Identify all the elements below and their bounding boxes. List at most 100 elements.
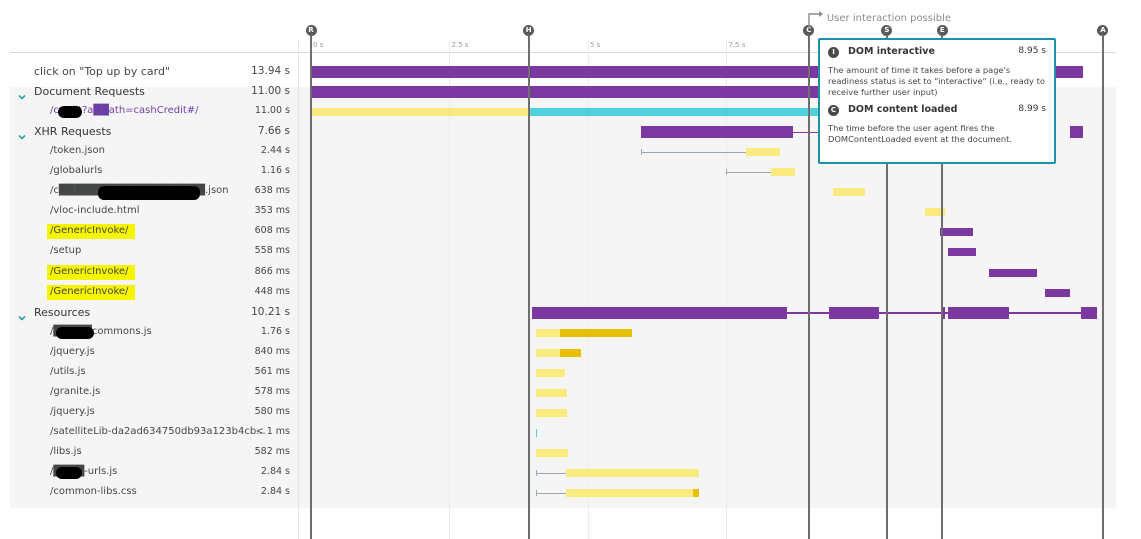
- chevron-down-icon[interactable]: [17, 87, 27, 100]
- group-label[interactable]: Resources: [34, 305, 91, 319]
- duration-value: 11.00 s: [251, 85, 290, 98]
- timing-bar[interactable]: [832, 188, 866, 197]
- timing-bar[interactable]: [988, 268, 1037, 277]
- timing-bar[interactable]: [1080, 306, 1098, 319]
- timing-bar[interactable]: [641, 126, 793, 139]
- milestone-marker-r[interactable]: R: [305, 25, 317, 36]
- request-label[interactable]: /credit?a██ath=cashCredit#/: [50, 105, 199, 117]
- timing-bar[interactable]: [535, 348, 561, 357]
- chevron-down-icon[interactable]: [17, 308, 27, 321]
- timing-bar[interactable]: [829, 306, 879, 319]
- dom-interactive-icon: I: [828, 47, 839, 58]
- duration-value: 10.21 s: [251, 305, 290, 318]
- milestone-marker-c[interactable]: C: [803, 25, 815, 36]
- wait-whisker-cap: [535, 490, 537, 497]
- timing-bar[interactable]: [535, 408, 567, 417]
- timing-bar[interactable]: [925, 208, 945, 217]
- timing-bar[interactable]: [531, 306, 788, 319]
- marker-highlight: [47, 284, 135, 300]
- request-label[interactable]: /globalurls: [50, 165, 103, 177]
- redaction-blot: [58, 106, 82, 119]
- request-label[interactable]: /GenericInvoke/: [50, 285, 129, 297]
- request-label[interactable]: /█████commons.js: [50, 325, 152, 337]
- timing-bar[interactable]: [535, 388, 567, 397]
- milestone-line: [885, 36, 888, 539]
- milestone-marker-h[interactable]: H: [523, 25, 535, 36]
- request-label[interactable]: /vloc-include.html: [50, 205, 140, 217]
- request-label[interactable]: /satelliteLib-da2ad634750db93a123b4cb...: [50, 425, 266, 437]
- timing-bar[interactable]: [311, 108, 529, 117]
- timing-bar[interactable]: [560, 348, 581, 357]
- request-label[interactable]: /GenericInvoke/: [50, 265, 129, 277]
- milestone-line: [527, 36, 530, 539]
- milestone-line: [310, 36, 312, 539]
- user-interaction-label: User interaction possible: [826, 13, 952, 24]
- chevron-down-icon[interactable]: [17, 127, 27, 140]
- timing-bar[interactable]: [535, 368, 565, 377]
- request-label[interactable]: /token.json: [50, 145, 105, 157]
- wait-whisker: [535, 472, 566, 474]
- group-label[interactable]: XHR Requests: [34, 125, 112, 139]
- duration-value: 582 ms: [254, 445, 290, 457]
- timing-bar[interactable]: [565, 469, 699, 477]
- wait-whisker-cap: [726, 169, 728, 176]
- duration-value: 7.66 s: [257, 125, 290, 138]
- timing-bar[interactable]: [947, 248, 976, 257]
- timing-bar[interactable]: [693, 489, 699, 498]
- request-label[interactable]: /GenericInvoke/: [50, 225, 129, 237]
- tooltip-dom-content-loaded-title: DOM content loaded: [848, 104, 958, 115]
- request-label[interactable]: /jquery.js: [50, 405, 95, 417]
- duration-value: < 1 ms: [255, 425, 290, 437]
- tooltip-dom-content-loaded-header: C DOM content loaded 8.99 s: [828, 104, 1046, 118]
- request-label[interactable]: /common-libs.css: [50, 486, 137, 498]
- timing-bar[interactable]: [947, 306, 1009, 319]
- timing-bar[interactable]: [535, 448, 568, 457]
- redaction-blot: [56, 326, 94, 339]
- milestone-line: [807, 36, 810, 539]
- milestone-marker-a[interactable]: A: [1097, 25, 1109, 36]
- request-label[interactable]: /████-urls.js: [50, 466, 118, 477]
- request-label[interactable]: /utils.js: [50, 365, 86, 377]
- timing-bar[interactable]: [311, 86, 921, 99]
- wait-whisker: [535, 492, 566, 494]
- tooltip-dom-content-loaded-desc: The time before the user agent fires the…: [828, 123, 1012, 144]
- request-label[interactable]: /libs.js: [50, 445, 82, 457]
- timing-bar[interactable]: [940, 228, 974, 237]
- tick-gridline: [449, 40, 451, 539]
- milestone-marker-e[interactable]: E: [936, 25, 948, 36]
- wait-whisker: [641, 151, 747, 153]
- timing-bar[interactable]: [1069, 126, 1083, 139]
- wait-whisker: [726, 171, 771, 173]
- marker-highlight: [47, 224, 135, 240]
- timing-bar[interactable]: [746, 148, 780, 157]
- timing-bar[interactable]: [560, 328, 633, 337]
- duration-value: 866 ms: [254, 265, 290, 277]
- request-label[interactable]: /jquery.js: [50, 345, 95, 357]
- milestone-line: [1101, 36, 1104, 539]
- duration-value: 1.76 s: [260, 325, 290, 337]
- group-label[interactable]: Document Requests: [34, 85, 145, 99]
- tick-gridline: [587, 40, 589, 539]
- request-label[interactable]: /setup: [50, 245, 82, 257]
- timing-bar[interactable]: [528, 108, 921, 117]
- request-label[interactable]: /granite.js: [50, 385, 101, 397]
- duration-value: 2.84 s: [260, 486, 290, 498]
- duration-value: 638 ms: [254, 185, 290, 197]
- redaction-blot: [98, 186, 200, 201]
- timing-bar[interactable]: [565, 489, 694, 498]
- timing-bar[interactable]: [535, 428, 537, 437]
- duration-value: 353 ms: [254, 205, 290, 217]
- dom-content-loaded-icon: C: [828, 105, 839, 116]
- duration-value: 578 ms: [254, 385, 290, 397]
- wait-whisker-cap: [641, 149, 643, 156]
- timing-bar[interactable]: [942, 306, 945, 319]
- timing-bar[interactable]: [535, 328, 561, 337]
- timing-bar[interactable]: [770, 168, 795, 177]
- tooltip-dom-interactive-value: 8.95 s: [1018, 46, 1046, 56]
- duration-value: 448 ms: [254, 285, 290, 297]
- milestone-marker-s[interactable]: S: [881, 25, 893, 36]
- timing-bar[interactable]: [1045, 288, 1070, 297]
- duration-value: 608 ms: [254, 225, 290, 237]
- action-label[interactable]: click on "Top up by card": [34, 65, 170, 78]
- duration-value: 11.00 s: [254, 105, 290, 117]
